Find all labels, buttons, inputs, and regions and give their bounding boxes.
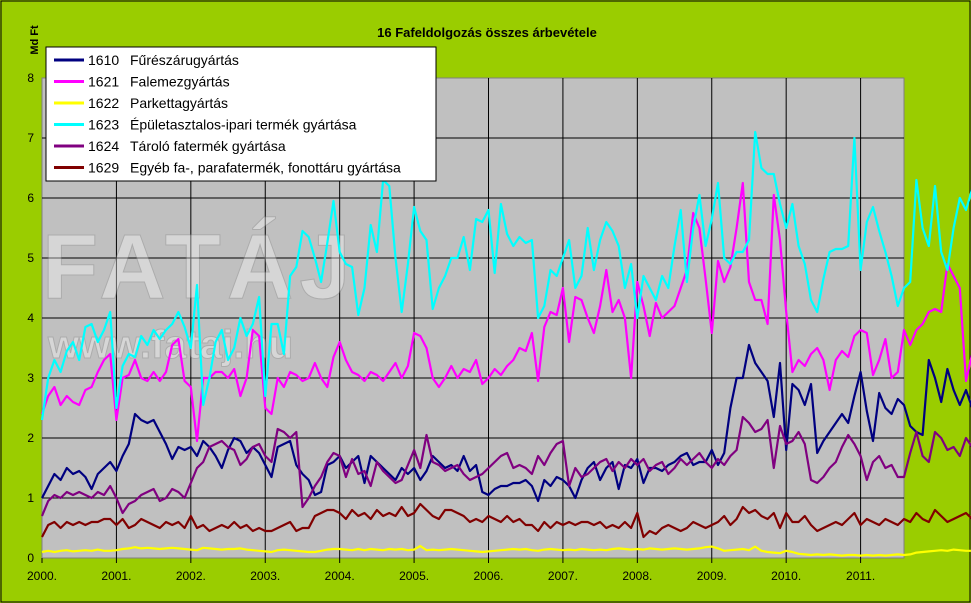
legend-label: Épületasztalos-ipari termék gyártása (130, 117, 357, 133)
series-line-1622 (41, 544, 971, 557)
legend-label: Fűrészárugyártás (130, 52, 239, 68)
series-line-1621 (40, 181, 971, 443)
y-tick-label: 3 (27, 371, 34, 385)
series-line-1623 (40, 130, 971, 421)
x-tick-label: 2001. (101, 569, 131, 583)
legend-label: Parkettagyártás (130, 95, 228, 111)
y-tick-label: 2 (27, 431, 34, 445)
x-axis-ticks: 2000. 2001. 2002. 2003. 2004. 2005. 2006. 2007.… (27, 558, 875, 583)
x-tick-label: 2007. (548, 569, 578, 583)
x-tick-label: 2004. (325, 569, 355, 583)
x-tick-label: 2008. (622, 569, 652, 583)
x-tick-label: 2009. (697, 569, 727, 583)
y-axis-ticks: 0 1 2 3 4 5 6 7 8 (27, 71, 34, 565)
legend-code: 1621 (88, 74, 119, 90)
watermark-logo: FATÁJ (42, 216, 357, 318)
legend-label: Egyéb fa-, parafatermék, fonottáru gyárt… (130, 160, 401, 176)
x-tick-label: 2002. (176, 569, 206, 583)
x-tick-label: 2000. (27, 569, 57, 583)
legend-label: Tároló fatermék gyártása (130, 138, 286, 154)
gridlines (42, 78, 904, 558)
chart-title: 16 Fafeldolgozás összes árbevétele (377, 25, 597, 40)
x-tick-label: 2006. (473, 569, 503, 583)
legend-code: 1624 (88, 138, 119, 154)
series-line-1629 (41, 502, 971, 539)
legend-code: 1622 (88, 95, 119, 111)
x-tick-label: 2003. (250, 569, 280, 583)
legend-code: 1623 (88, 117, 119, 133)
series-lines (40, 130, 971, 557)
legend-code: 1610 (88, 52, 119, 68)
y-tick-label: 0 (27, 551, 34, 565)
series-line-1610 (41, 343, 971, 503)
legend: 1610 Fűrészárugyártás 1621 Falemezgyártás 16… (45, 46, 437, 182)
y-axis-label: Md Ft (29, 25, 41, 55)
legend-label: Falemezgyártás (130, 74, 230, 90)
y-tick-label: 6 (27, 191, 34, 205)
legend-code: 1629 (88, 160, 119, 176)
y-tick-label: 8 (27, 71, 34, 85)
y-tick-label: 5 (27, 251, 34, 265)
y-tick-label: 1 (27, 491, 34, 505)
legend-box (45, 46, 437, 182)
series-line-1624 (40, 415, 971, 517)
y-tick-label: 7 (27, 131, 34, 145)
x-tick-label: 2011. (846, 569, 875, 583)
y-tick-label: 4 (27, 311, 34, 325)
x-tick-label: 2005. (399, 569, 429, 583)
x-tick-label: 2010. (771, 569, 801, 583)
